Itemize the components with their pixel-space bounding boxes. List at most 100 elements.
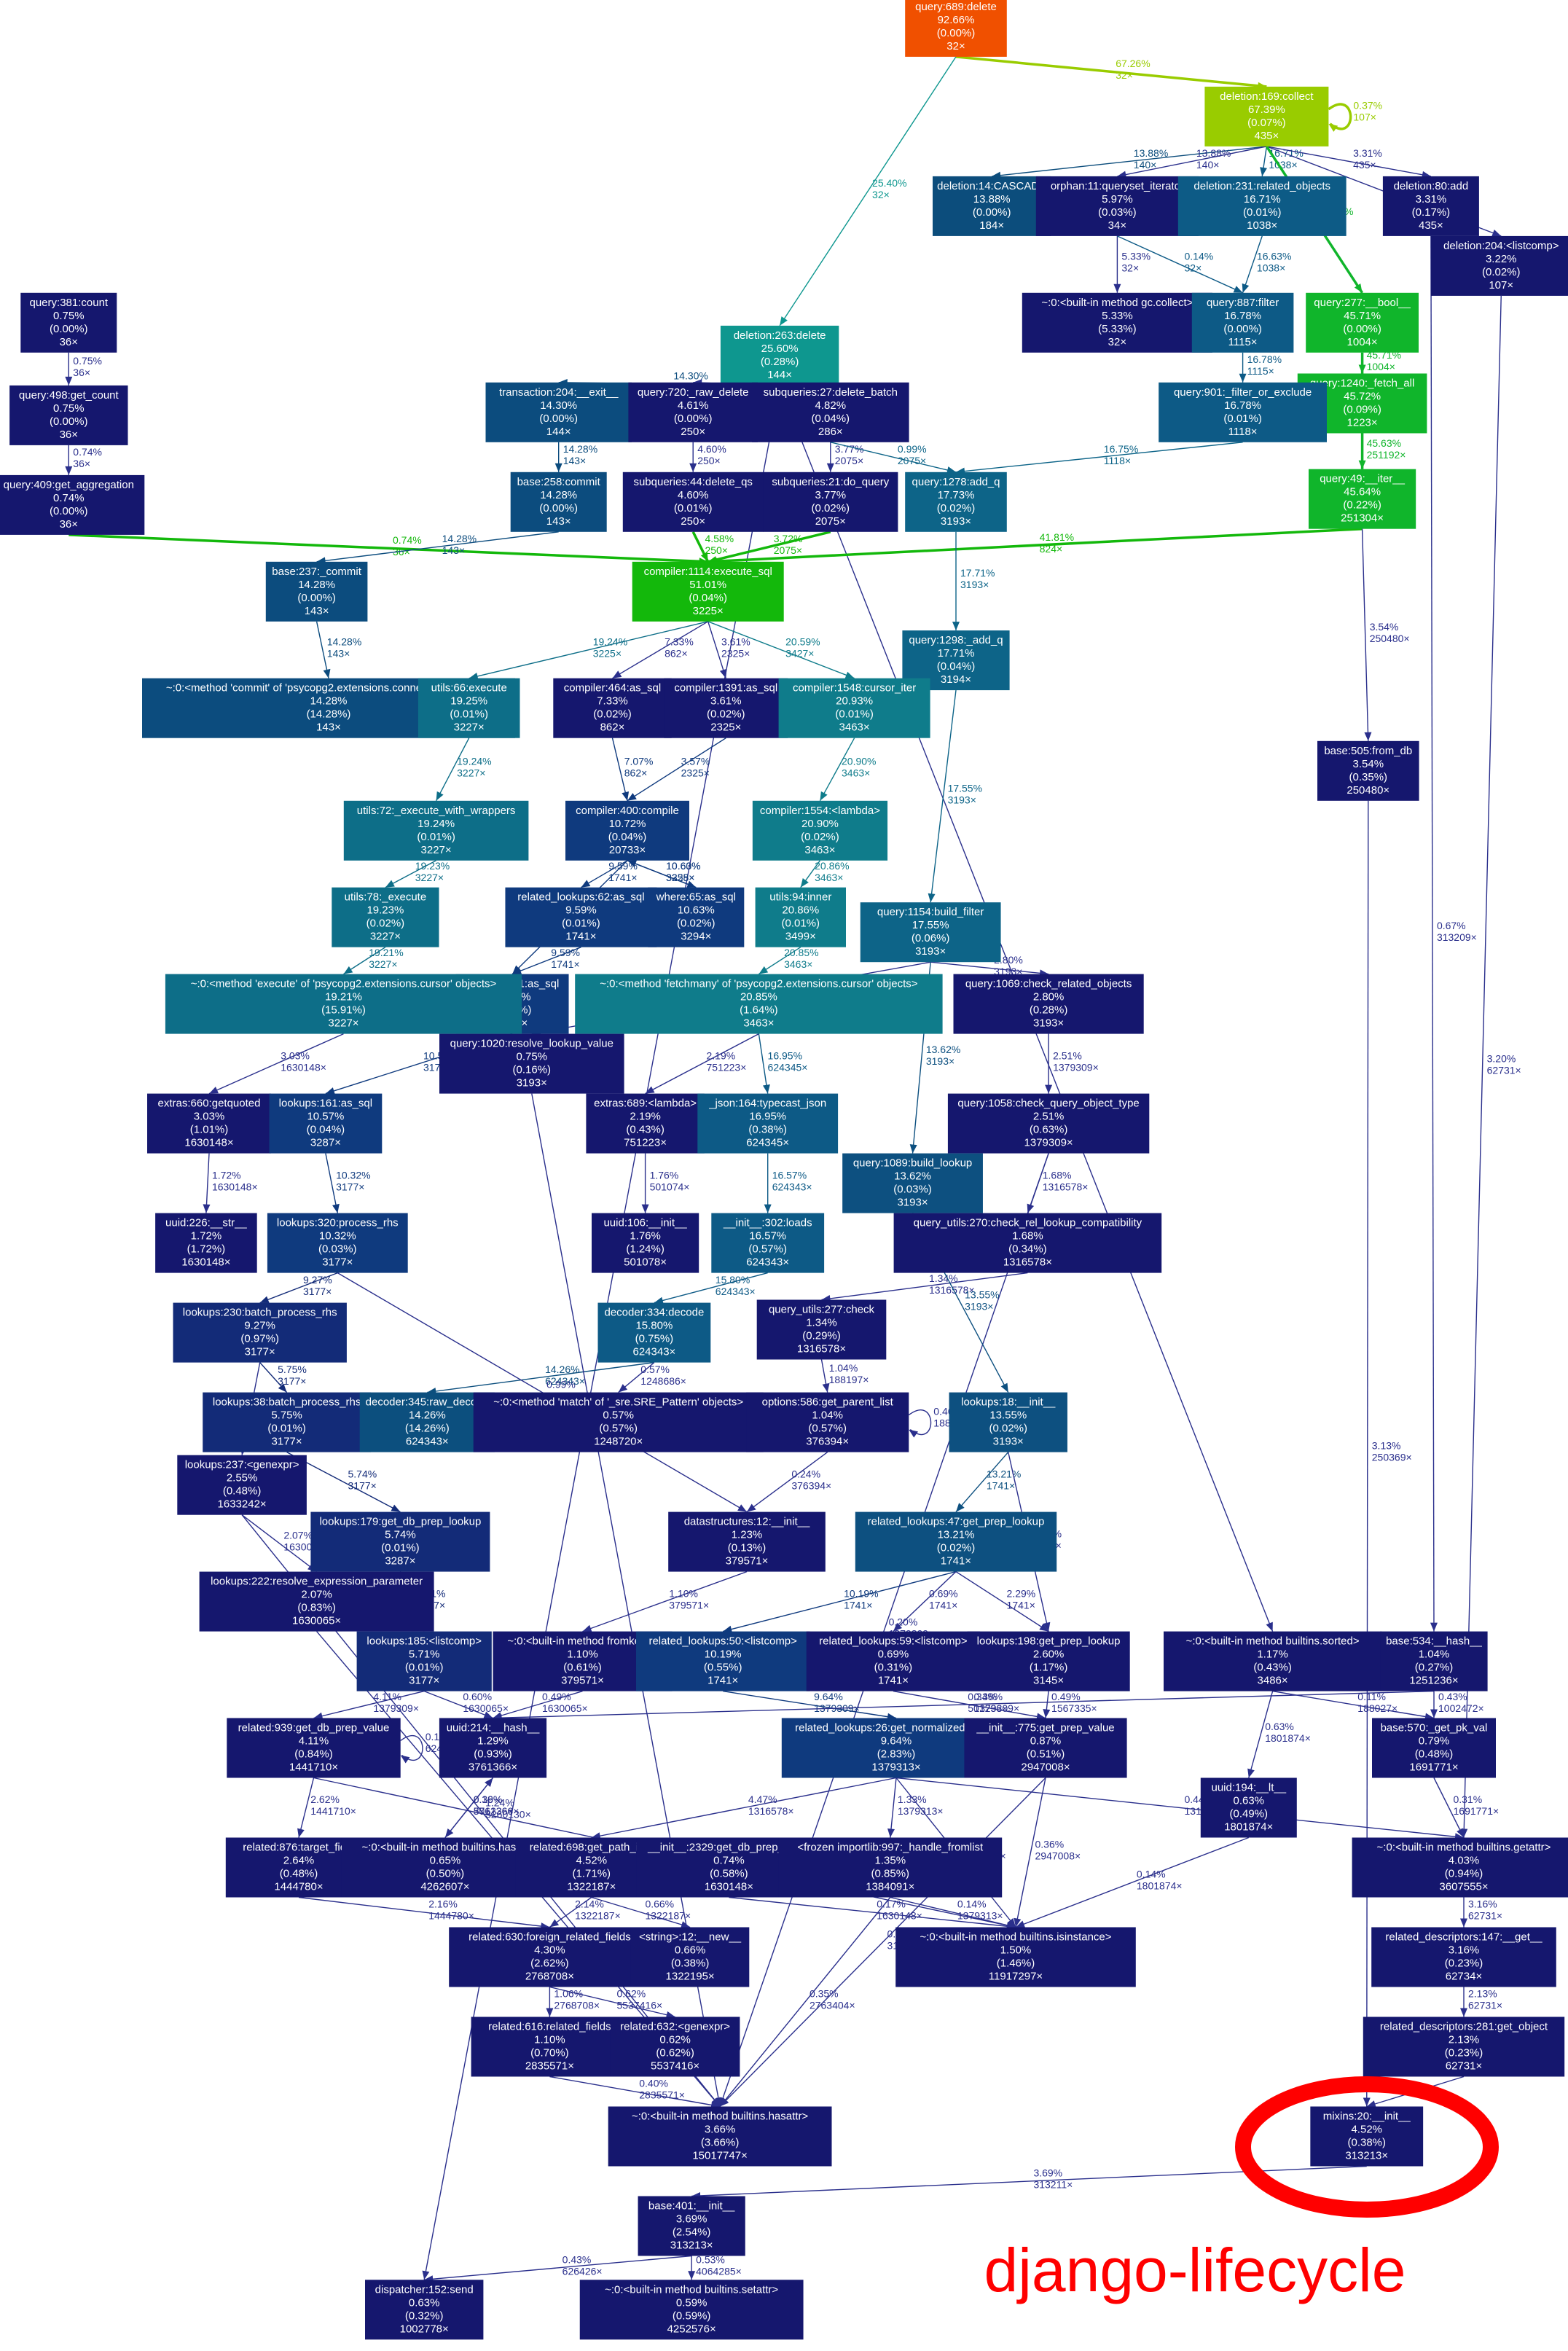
node-label: (0.31%) bbox=[874, 1662, 913, 1674]
node-label: 3193× bbox=[915, 945, 946, 958]
node-label: 62731× bbox=[1446, 2059, 1482, 2072]
edge-label: 0.14% bbox=[1185, 251, 1214, 262]
node-label: 5537416× bbox=[651, 2059, 699, 2072]
function-node bbox=[893, 1213, 1162, 1273]
node-label: 3287× bbox=[310, 1137, 341, 1149]
node-label: 5.74% bbox=[385, 1529, 416, 1541]
node-label: (0.00%) bbox=[539, 502, 578, 515]
edge-label: 3260130× bbox=[485, 1808, 531, 1820]
node-label: 2325× bbox=[710, 721, 741, 734]
node-label: 1.04% bbox=[1419, 1648, 1450, 1661]
edge-label: 1.24% bbox=[485, 1796, 514, 1808]
arrowhead bbox=[826, 463, 834, 472]
arrowhead bbox=[1430, 1622, 1438, 1632]
arrowhead bbox=[1113, 283, 1121, 293]
edge bbox=[955, 442, 1243, 473]
node-label: 143× bbox=[316, 721, 341, 734]
node-label: 435× bbox=[1255, 130, 1279, 142]
node-label: 2835571× bbox=[525, 2059, 574, 2072]
node-label: (0.01%) bbox=[1243, 206, 1282, 219]
arrowhead bbox=[627, 793, 637, 801]
node-label: (1.17%) bbox=[1030, 1662, 1068, 1674]
node-label: (0.01%) bbox=[1223, 412, 1262, 425]
edge-label: 0.38% bbox=[973, 1691, 1003, 1702]
edge bbox=[723, 1690, 897, 1719]
edge-label: 9.59% bbox=[551, 947, 580, 958]
node-label: ~:0:<built-in method builtins.getattr> bbox=[1377, 1841, 1551, 1853]
node-label: 1741× bbox=[565, 931, 596, 943]
node-label: 13.62% bbox=[894, 1170, 931, 1183]
node-label: (0.28%) bbox=[761, 356, 799, 368]
node-label: utils:66:execute bbox=[431, 682, 507, 695]
node-label: 0.57% bbox=[603, 1409, 634, 1422]
edge bbox=[1366, 800, 1369, 2107]
edge bbox=[582, 1570, 748, 1632]
function-node bbox=[949, 1392, 1067, 1452]
node-label: (0.03%) bbox=[1098, 206, 1137, 219]
node-label: compiler:1554:<lambda> bbox=[760, 805, 880, 817]
arrowhead bbox=[928, 893, 936, 903]
edge-label: 3225× bbox=[593, 647, 622, 659]
function-node bbox=[697, 1093, 839, 1154]
edge-label: 3227× bbox=[369, 958, 397, 970]
node-label: 4.82% bbox=[815, 399, 847, 412]
node-label: related:939:get_db_prep_value bbox=[238, 1721, 390, 1734]
node-label: 1.23% bbox=[732, 1529, 763, 1541]
node-label: (0.28%) bbox=[1030, 1004, 1068, 1017]
node-label: 1248720× bbox=[594, 1436, 643, 1448]
node-label: 15.80% bbox=[635, 1320, 673, 1332]
node-label: (0.35%) bbox=[1349, 771, 1388, 783]
node-label: deletion:14:CASCADE bbox=[937, 180, 1046, 192]
node-label: (0.48%) bbox=[1415, 1748, 1454, 1760]
node-label: query:498:get_count bbox=[19, 389, 119, 402]
edge bbox=[707, 531, 831, 563]
arrowhead bbox=[485, 1777, 493, 1787]
function-node bbox=[638, 2196, 745, 2256]
edge-label: 0.24% bbox=[791, 1468, 820, 1479]
edge bbox=[298, 1896, 550, 1928]
arrowhead bbox=[1043, 1709, 1051, 1718]
node-label: related_lookups:62:as_sql bbox=[517, 891, 644, 904]
node-label: 1441710× bbox=[289, 1761, 338, 1773]
node-label: 144× bbox=[546, 426, 571, 438]
edge-label: 20.85% bbox=[784, 947, 818, 958]
node-label: 376394× bbox=[806, 1436, 849, 1448]
node-label: 1384091× bbox=[866, 1880, 914, 1893]
arrowhead bbox=[654, 1296, 664, 1304]
edge-label: 20.86% bbox=[815, 860, 849, 872]
node-label: 1.72% bbox=[191, 1230, 222, 1243]
node-label: 2.13% bbox=[1449, 2033, 1480, 2046]
arrowhead bbox=[645, 1086, 655, 1094]
node-label: 2.60% bbox=[1033, 1648, 1065, 1661]
node-label: 3193× bbox=[1033, 1017, 1064, 1030]
node-label: (0.00%) bbox=[937, 27, 976, 39]
node-label: 4.61% bbox=[678, 399, 709, 412]
node-label: 1630148× bbox=[181, 1256, 230, 1269]
edge-label: 1630148× bbox=[212, 1181, 258, 1192]
function-node bbox=[778, 1837, 1003, 1898]
edge bbox=[208, 1033, 344, 1095]
node-label: 144× bbox=[767, 369, 792, 381]
edge bbox=[908, 1409, 932, 1436]
node-label: 2.80% bbox=[1033, 991, 1065, 1004]
edge-label: 3463× bbox=[784, 958, 812, 970]
edge-label: 1118× bbox=[1104, 455, 1131, 466]
node-label: 51.01% bbox=[689, 579, 726, 591]
node-label: 501078× bbox=[624, 1256, 667, 1269]
node-label: compiler:1548:cursor_iter bbox=[793, 682, 916, 695]
node-label: 1251236× bbox=[1409, 1675, 1458, 1687]
edge-label: 3.61% bbox=[721, 635, 750, 647]
edge-label: 751223× bbox=[707, 1061, 747, 1073]
node-label: deletion:80:add bbox=[1394, 180, 1469, 192]
node-label: 20.93% bbox=[836, 695, 873, 708]
watermark-title: django-lifecycle bbox=[984, 2236, 1406, 2304]
node-label: related_lookups:59:<listcomp> bbox=[819, 1635, 968, 1648]
node-label: 5.71% bbox=[409, 1648, 440, 1661]
edge-label: 2.16% bbox=[428, 1898, 458, 1910]
node-label: 3486× bbox=[1258, 1675, 1288, 1687]
node-label: 36× bbox=[60, 336, 78, 348]
edge-label: 3.13% bbox=[1372, 1439, 1401, 1451]
edge-label: 313211× bbox=[1033, 2179, 1073, 2191]
edge-label: 0.62% bbox=[617, 1988, 646, 2000]
edge-label: 1379313× bbox=[898, 1805, 944, 1817]
